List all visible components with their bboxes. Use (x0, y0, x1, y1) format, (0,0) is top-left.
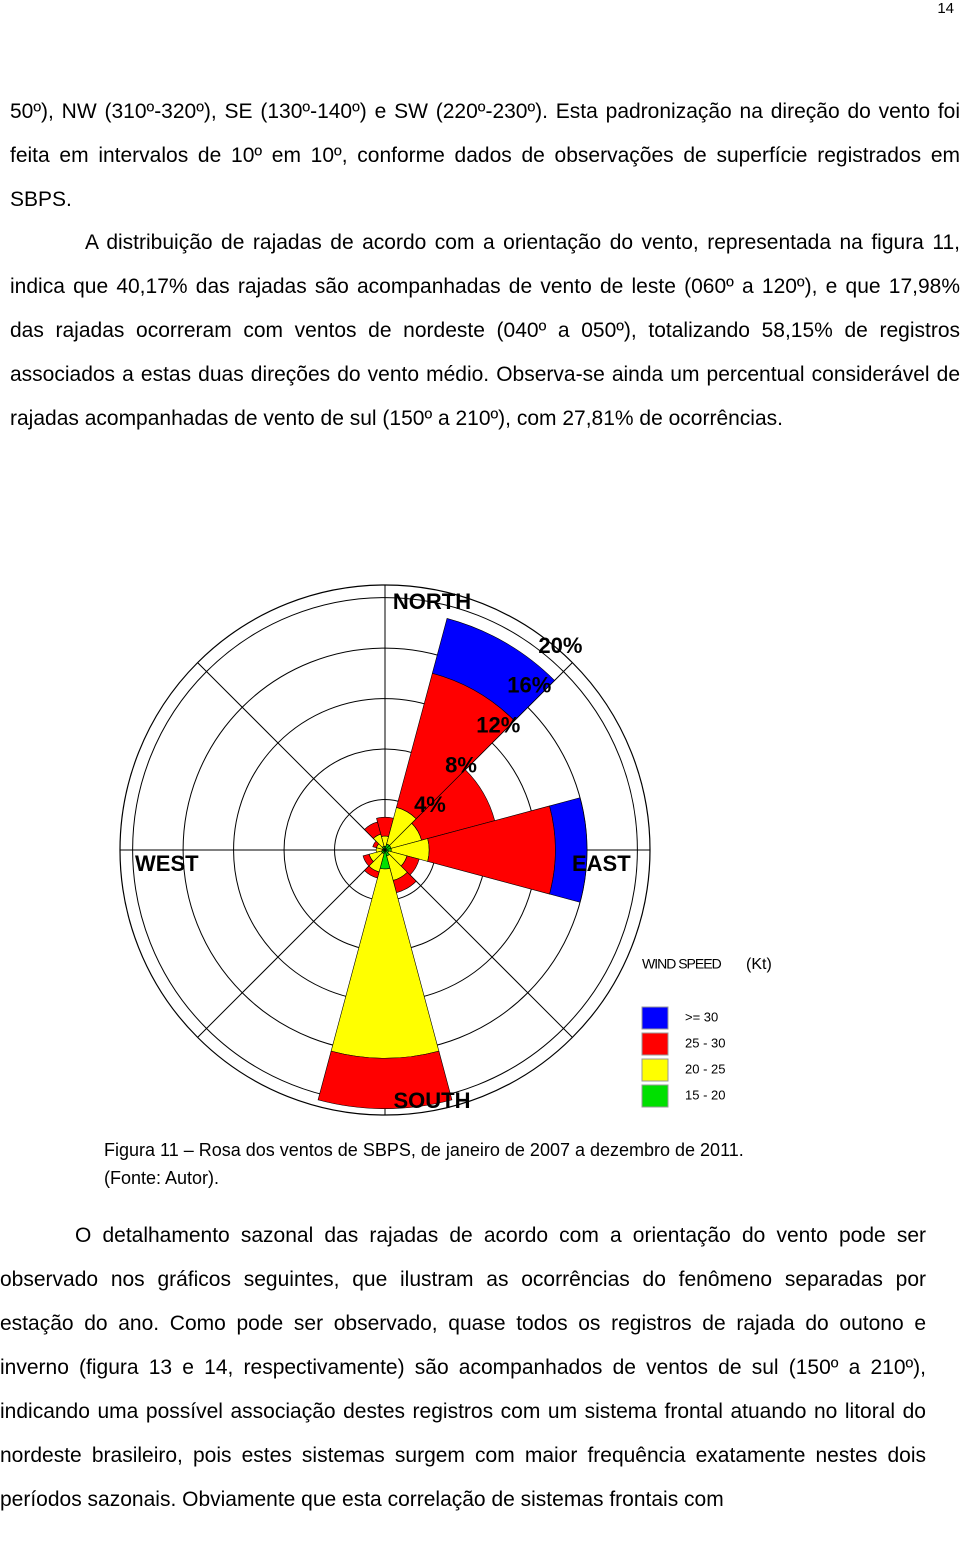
legend-swatch (641, 1006, 669, 1030)
legend-swatch (641, 1084, 669, 1108)
ring-label: 16% (507, 673, 551, 698)
legend-label: 25 - 30 (685, 1035, 725, 1050)
legend-swatch (641, 1032, 669, 1056)
ring-label: 12% (476, 712, 520, 737)
rose: 4% 8% 12% 16% 20% (119, 584, 651, 1116)
spoke (197, 662, 386, 851)
legend-unit: (Kt) (746, 956, 772, 973)
compass-label: EAST (572, 851, 631, 876)
ring-label: 4% (414, 792, 446, 817)
legend-title: WIND SPEED (642, 956, 722, 972)
wedge (411, 769, 496, 841)
paragraph: A distribuição de rajadas de acordo com … (10, 231, 960, 430)
paragraph: 50º), NW (310º-320º), SE (130º-140º) e S… (10, 100, 960, 211)
wedge (431, 618, 555, 722)
ring-label: 20% (538, 633, 582, 658)
wind-rose: 4% 8% 12% 16% 20% NORTH SOUTH EAST WEST WIND… (119, 584, 772, 1116)
wedge (549, 797, 588, 903)
legend-label: >= 30 (685, 1009, 718, 1024)
legend-swatch (641, 1058, 669, 1082)
paragraph: O detalhamento sazonal das rajadas de ac… (0, 1224, 926, 1511)
compass-label: NORTH (393, 589, 471, 614)
compass-label: SOUTH (394, 1088, 471, 1113)
caption: Figura 11 – Rosa dos ventos de SBPS, de … (104, 1140, 744, 1188)
wedge (330, 867, 440, 1059)
page-number: 14 (937, 0, 954, 17)
wedge (364, 821, 382, 839)
wedge (364, 865, 380, 879)
legend-label: 15 - 20 (685, 1087, 725, 1102)
legend-label: 20 - 25 (685, 1061, 725, 1076)
compass-label: WEST (135, 851, 199, 876)
wedge (317, 1050, 453, 1109)
wedge (362, 853, 374, 867)
ring-label: 8% (445, 752, 477, 777)
spoke (197, 849, 386, 1038)
